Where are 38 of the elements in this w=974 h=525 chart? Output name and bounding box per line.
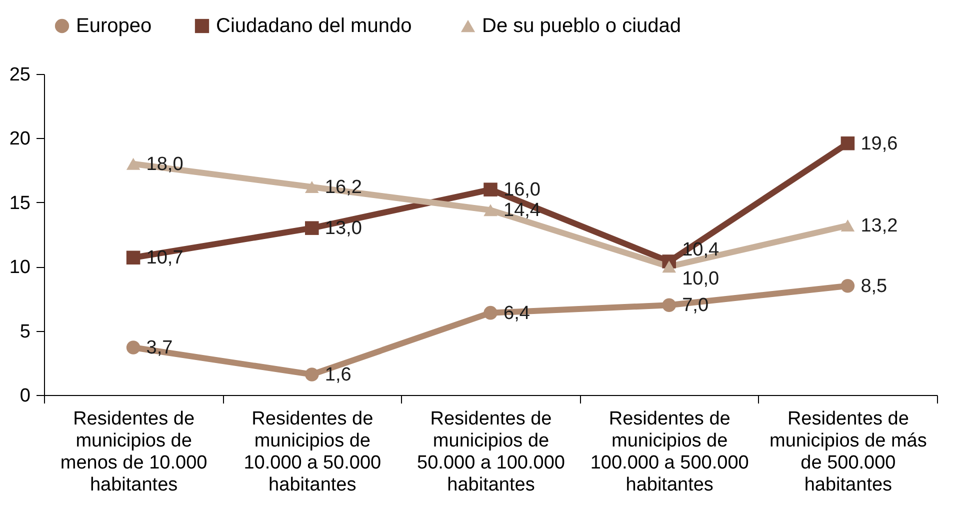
- point: [840, 220, 855, 232]
- point: [484, 182, 498, 196]
- legend-label: De su pueblo o ciudad: [482, 15, 682, 37]
- legend-label: Ciudadano del mundo: [216, 15, 412, 37]
- x-tick-label: Residentes de municipios de 50.000 a 100.000 habitantes: [417, 408, 565, 496]
- data-label: 18,0: [146, 154, 184, 175]
- data-label: 1,6: [324, 364, 352, 386]
- x-tick-label: Residentes de municipios de menos de 10.000 habitantes: [60, 408, 208, 496]
- y-tick-label: 10: [9, 257, 30, 278]
- point: [305, 181, 319, 193]
- point: [484, 204, 498, 216]
- x-tick-label: Residentes de municipios de más de 500.000 habitantes: [770, 408, 927, 496]
- data-label: 8,5: [860, 276, 888, 297]
- legend-label: Europeo: [76, 15, 152, 37]
- data-label: 14,4: [504, 200, 541, 222]
- data-label: 13,2: [860, 216, 898, 237]
- point: [484, 306, 498, 320]
- point: [840, 278, 855, 293]
- y-tick-label: 25: [9, 64, 30, 86]
- data-label: 10,0: [682, 268, 720, 290]
- point: [126, 340, 140, 354]
- x-tick-label: Residentes de municipios de 100.000 a 500.000 habitantes: [590, 408, 749, 496]
- y-tick-label: 20: [9, 128, 30, 150]
- data-label: 16,0: [504, 180, 540, 201]
- point: [126, 158, 140, 170]
- y-tick-label: 15: [9, 192, 30, 214]
- point: [840, 136, 855, 150]
- data-label: 19,6: [860, 133, 898, 154]
- data-label: 13,0: [324, 218, 362, 240]
- point: [126, 250, 140, 265]
- x-tick-label: Residentes de municipios de 10.000 a 50.000 habitantes: [244, 408, 382, 496]
- y-tick-label: 5: [20, 321, 30, 342]
- point: [305, 221, 319, 235]
- point: [662, 260, 676, 273]
- y-tick-label: 0: [20, 386, 30, 406]
- data-label: 16,2: [324, 176, 362, 198]
- point: [662, 298, 676, 312]
- point: [305, 368, 319, 382]
